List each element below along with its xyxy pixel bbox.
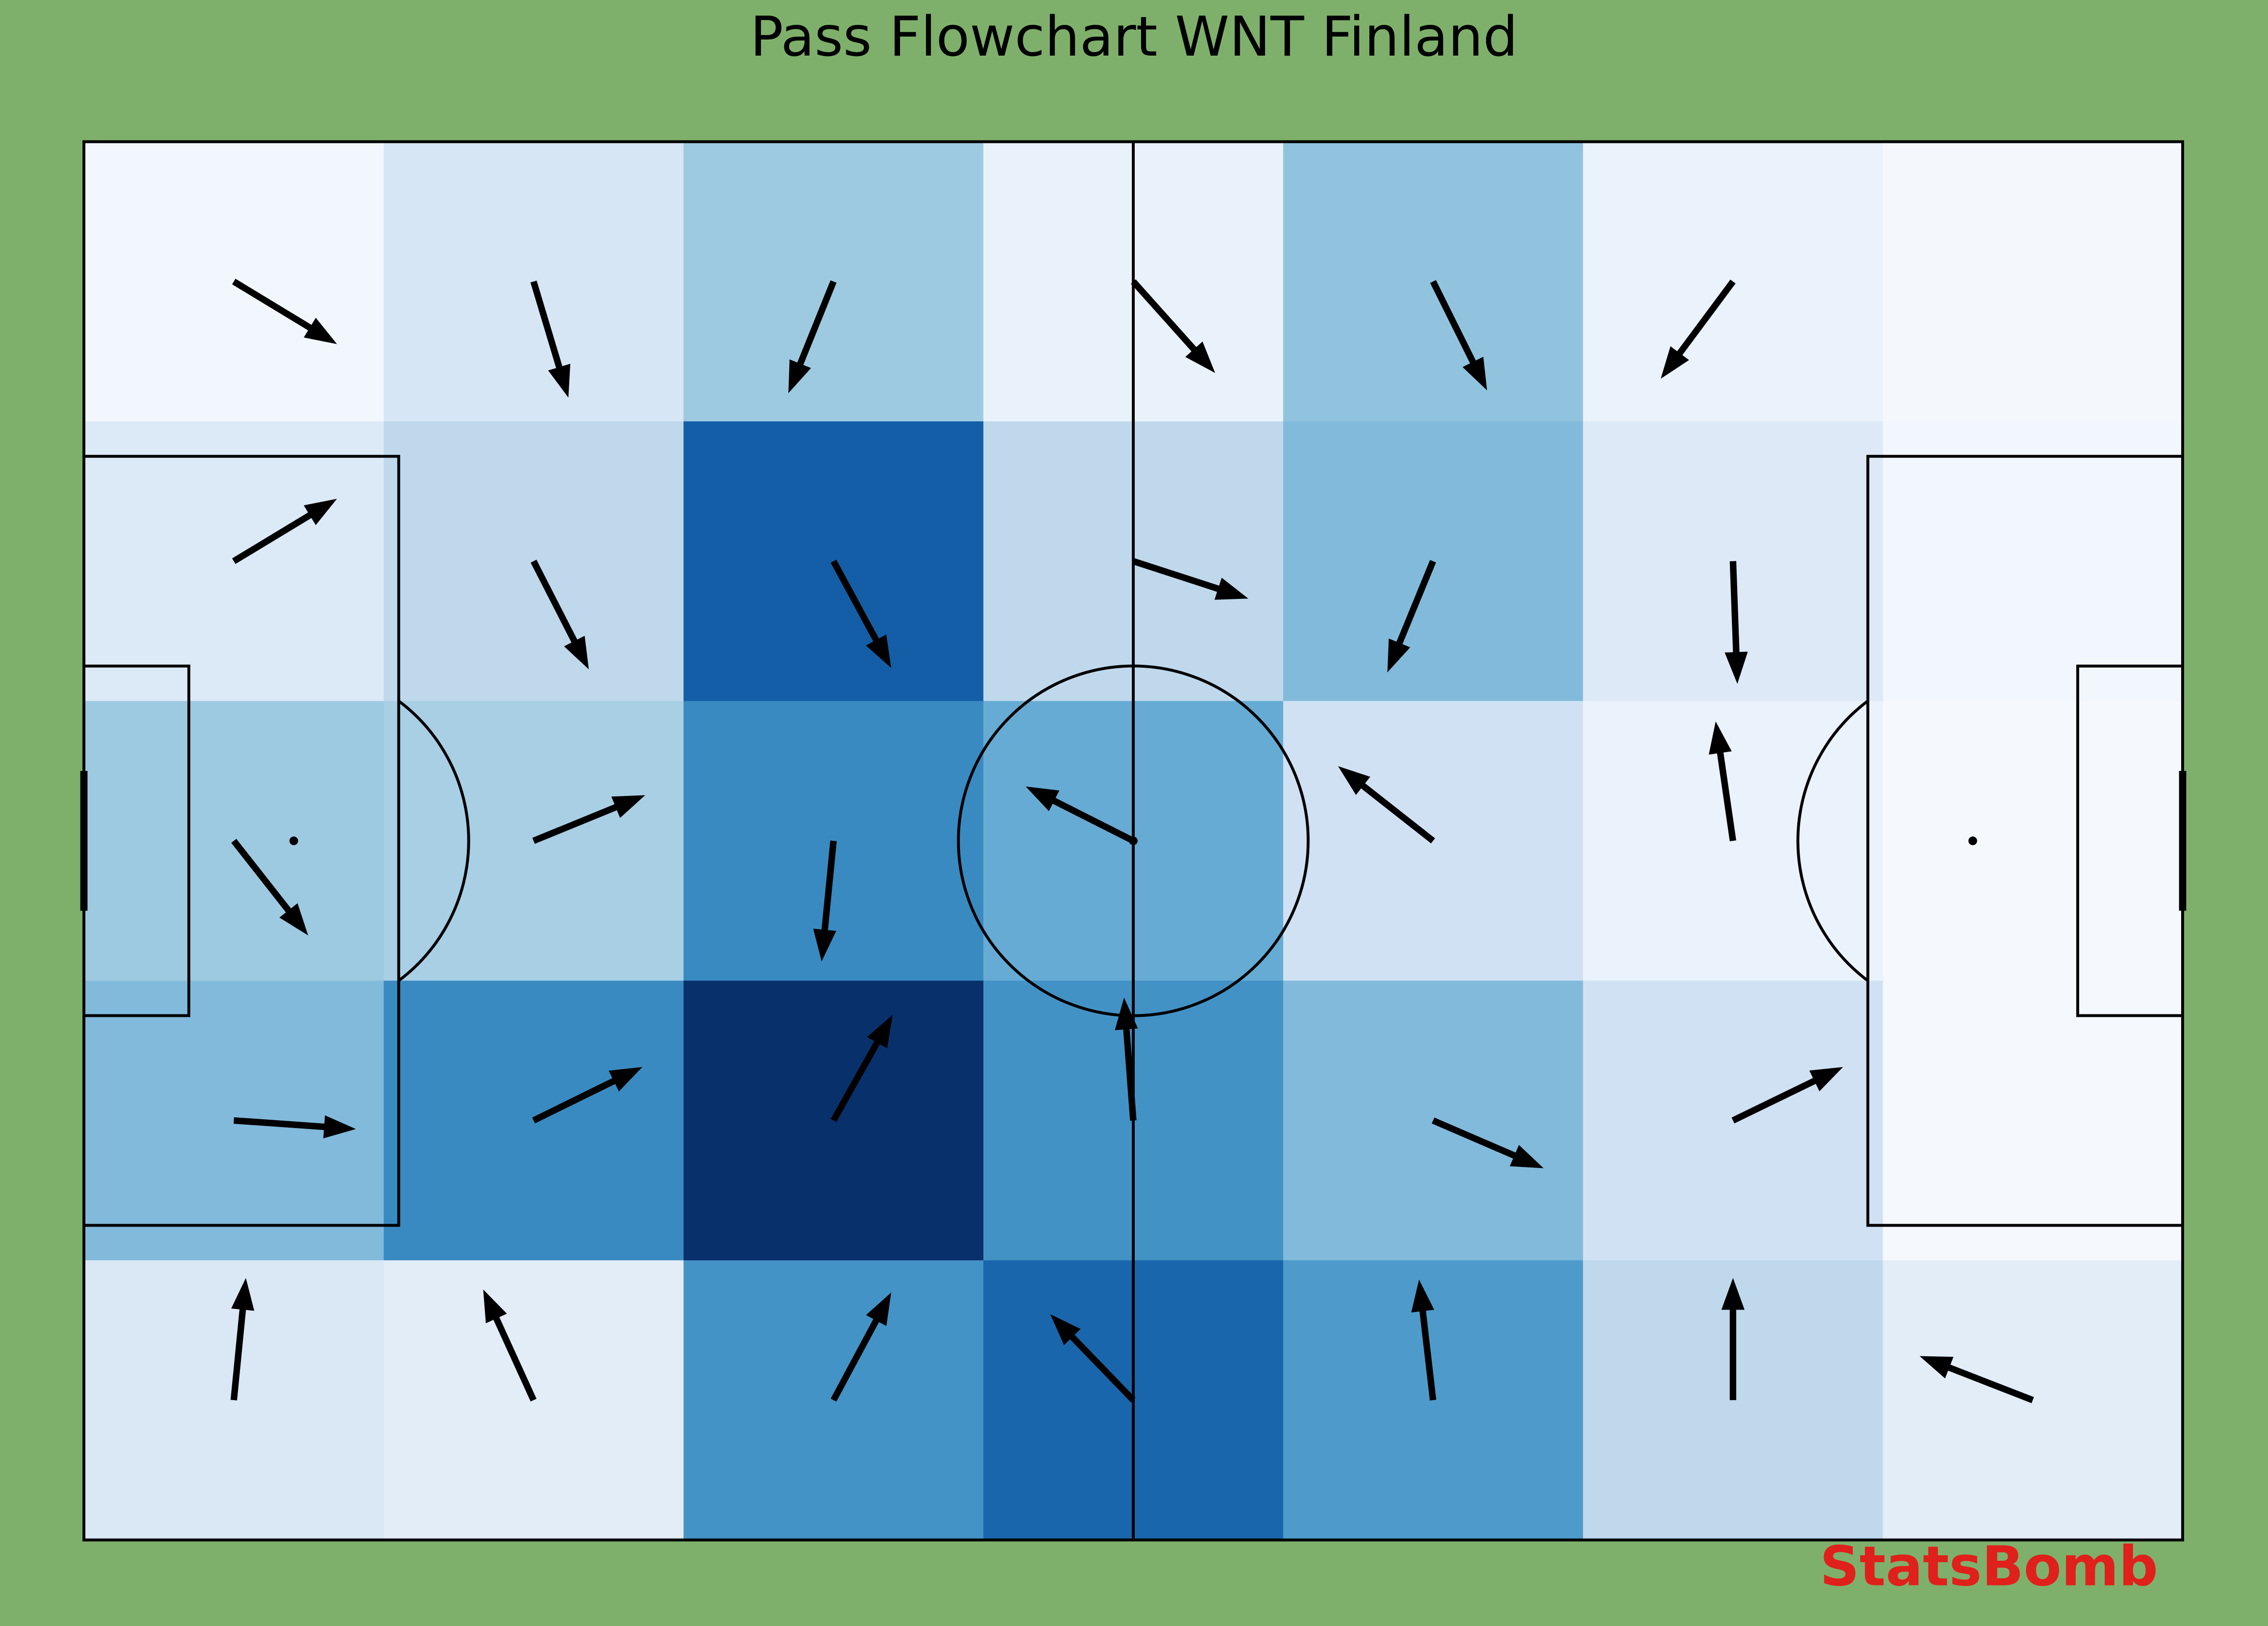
arrow-head <box>231 1278 255 1311</box>
heat-cell <box>383 1260 684 1541</box>
arrow-shaft <box>1731 1076 1819 1124</box>
heat-cell <box>1283 1260 1584 1541</box>
arrow-head <box>564 635 589 670</box>
arrow-shaft <box>1675 279 1736 357</box>
arrow-head <box>1411 1279 1434 1313</box>
arrow-shaft <box>1359 781 1435 844</box>
arrow-shaft <box>231 838 293 915</box>
arrow-shaft <box>532 1076 618 1124</box>
chart-title: Pass Flowchart WNT Finland <box>750 4 1518 69</box>
penalty-spot <box>289 836 299 845</box>
arrow-head <box>1050 1314 1081 1345</box>
arrow-head <box>323 1115 356 1139</box>
arrow-shaft <box>1945 1363 2034 1404</box>
arrow-shaft <box>1395 560 1436 647</box>
arrow-shaft <box>1123 1026 1137 1121</box>
arrow-shaft <box>821 840 837 933</box>
arrow-shaft <box>1131 279 1199 354</box>
watermark: StatsBomb <box>1820 1534 2158 1599</box>
penalty-arc <box>1796 699 1869 982</box>
arrow-head <box>788 359 811 394</box>
heat-cell <box>1883 421 2184 702</box>
arrow-shaft <box>232 511 314 564</box>
arrow-shaft <box>1132 558 1222 593</box>
heat-cell <box>683 980 984 1261</box>
arrow-shaft <box>532 803 620 844</box>
arrow-head <box>1185 341 1215 373</box>
arrow-shaft <box>1430 280 1477 366</box>
arrow-head <box>1661 346 1689 379</box>
heat-cell <box>683 1260 984 1541</box>
arrow-head <box>1115 997 1138 1031</box>
arrow-shaft <box>232 278 314 332</box>
arrow-head <box>1708 721 1732 755</box>
arrow-head <box>303 498 337 525</box>
arrow-head <box>813 929 837 962</box>
arrow-shaft <box>1419 1308 1437 1401</box>
arrows <box>230 278 2034 1404</box>
arrow-head <box>1725 652 1748 684</box>
arrow-shaft <box>1068 1332 1136 1403</box>
arrow-shaft <box>830 559 881 644</box>
center-circle <box>957 664 1310 1017</box>
arrow-head <box>1387 638 1410 673</box>
arrow-head <box>867 1015 893 1049</box>
penalty-arc <box>398 699 470 982</box>
arrow-head <box>1338 766 1370 795</box>
arrow-head <box>866 1292 891 1326</box>
arrow-head <box>483 1289 507 1324</box>
penalty-spot <box>1968 836 1977 845</box>
arrow-head <box>1463 357 1487 391</box>
arrow-head <box>303 317 337 344</box>
arrow-shaft <box>492 1314 537 1402</box>
heat-cell <box>1883 141 2184 422</box>
arrow-head <box>548 363 571 398</box>
heat-cell <box>1883 980 2184 1261</box>
arrow-head <box>1509 1145 1544 1169</box>
arrow-shaft <box>233 1117 327 1130</box>
arrow-head <box>1919 1356 1954 1379</box>
arrow-head <box>1214 577 1248 600</box>
pitch-lines <box>80 140 2187 1542</box>
arrow-head <box>608 1067 642 1091</box>
arrow-head <box>1809 1067 1843 1091</box>
arrow-head <box>611 795 645 818</box>
arrow-shaft <box>830 1316 881 1402</box>
arrow-shaft <box>830 1038 882 1122</box>
arrow-shaft <box>230 1306 246 1401</box>
heat-cell <box>1883 1260 2184 1541</box>
arrow-shaft <box>1431 1117 1519 1160</box>
heat-cell <box>1883 701 2184 982</box>
heat-cell <box>1583 701 1884 982</box>
arrow-shaft <box>1729 561 1740 655</box>
arrow-head <box>279 903 308 935</box>
arrow-shaft <box>530 559 579 645</box>
arrow-shaft <box>1050 796 1135 844</box>
arrow-head <box>1721 1278 1745 1310</box>
arrow-head <box>1025 786 1060 812</box>
heat-cell <box>1283 701 1584 982</box>
arrow-shaft <box>530 280 563 371</box>
arrow-shaft <box>796 280 837 368</box>
arrow-shaft <box>1716 750 1736 842</box>
arrow-head <box>865 634 891 668</box>
